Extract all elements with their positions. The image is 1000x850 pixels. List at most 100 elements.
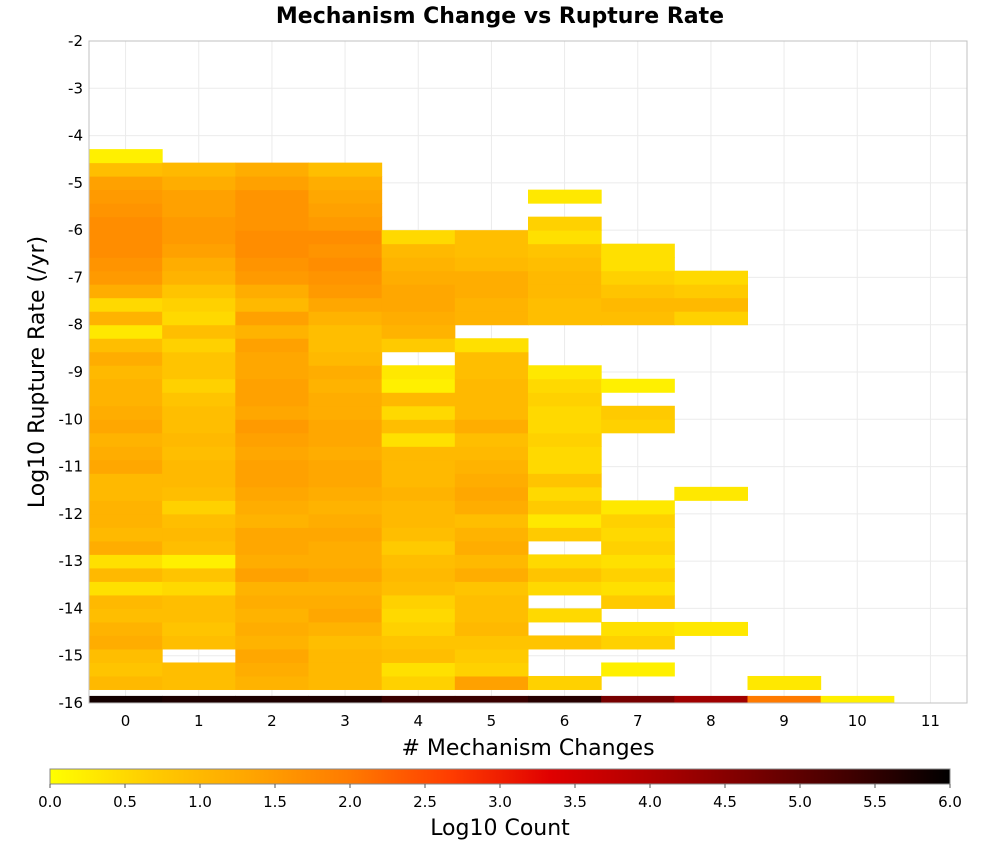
heatmap-cell [381, 675, 456, 690]
heatmap-cell [308, 311, 383, 326]
heatmap-cell [308, 648, 383, 663]
heatmap-cell [381, 230, 456, 245]
heatmap-cell [381, 500, 456, 515]
heatmap-cell [601, 527, 675, 542]
x-tick-label: 3 [340, 712, 350, 730]
heatmap-cell [601, 621, 675, 636]
x-tick-label: 6 [560, 712, 570, 730]
heatmap-cell [381, 270, 456, 285]
heatmap-cell [89, 621, 163, 636]
heatmap-cell [235, 527, 309, 542]
heatmap-cell [89, 695, 163, 704]
heatmap-cell [601, 581, 675, 596]
colorbar-tick-label: 0.0 [38, 793, 62, 811]
heatmap-cell [308, 581, 383, 596]
heatmap-cell [308, 419, 383, 434]
heatmap-cell [89, 419, 163, 434]
heatmap-cell [381, 540, 456, 555]
heatmap-cell [235, 648, 309, 663]
heatmap-cell [162, 513, 236, 528]
heatmap-cell [162, 486, 236, 501]
x-tick-label: 10 [848, 712, 867, 730]
heatmap-cell [381, 662, 456, 677]
y-axis-label: Log10 Rupture Rate (/yr) [25, 236, 50, 508]
heatmap-cell [235, 324, 309, 339]
heatmap-cell [528, 500, 602, 515]
heatmap-cell [308, 540, 383, 555]
heatmap-cell [381, 446, 456, 461]
heatmap-cell [162, 365, 236, 380]
heatmap-cell [528, 608, 602, 623]
colorbar-tick-label: 2.0 [338, 793, 362, 811]
heatmap-cell [601, 513, 675, 528]
heatmap-cell [601, 635, 675, 650]
colorbar [49, 768, 951, 785]
heatmap-cell [381, 338, 456, 353]
heatmap-cell [528, 695, 602, 704]
heatmap-cell [235, 432, 309, 447]
heatmap-cell [235, 513, 309, 528]
heatmap-cell [235, 500, 309, 515]
heatmap-cell [601, 257, 675, 272]
heatmap-cell [162, 257, 236, 272]
heatmap-cell [89, 365, 163, 380]
heatmap-cell [381, 365, 456, 380]
heatmap-cell [308, 608, 383, 623]
heatmap-cell [308, 162, 383, 177]
heatmap-cell [454, 392, 529, 407]
heatmap-cell [162, 540, 236, 555]
heatmap-cell [89, 432, 163, 447]
heatmap-cell [89, 567, 163, 582]
heatmap-cell [454, 594, 529, 609]
heatmap-cell [235, 540, 309, 555]
heatmap-cell [89, 635, 163, 650]
heatmap-cell [308, 635, 383, 650]
heatmap-cell [674, 270, 748, 285]
heatmap-cell [381, 648, 456, 663]
heatmap-cell [381, 473, 456, 488]
heatmap-cell [381, 405, 456, 420]
heatmap-cell [528, 419, 602, 434]
heatmap-cell [454, 608, 529, 623]
y-tick-label: -7 [68, 268, 83, 286]
heatmap-cell [528, 297, 602, 312]
heatmap-cell [235, 270, 309, 285]
heatmap-cell [454, 378, 529, 393]
heatmap-cell [454, 635, 529, 650]
heatmap-cell [454, 243, 529, 258]
colorbar-tick-label: 5.5 [863, 793, 887, 811]
colorbar-tick-label: 1.0 [188, 793, 212, 811]
colorbar-tick-label: 4.5 [713, 793, 737, 811]
heatmap-cell [89, 176, 163, 191]
heatmap-cell [308, 365, 383, 380]
heatmap-cell [89, 675, 163, 690]
heatmap-cell [674, 311, 748, 326]
heatmap-cell [162, 203, 236, 218]
y-tick-label: -5 [68, 174, 83, 192]
heatmap-cell [601, 567, 675, 582]
heatmap-cell [308, 230, 383, 245]
heatmap-cell [235, 378, 309, 393]
heatmap-cell [601, 270, 675, 285]
heatmap-cell [308, 324, 383, 339]
heatmap-cell [308, 473, 383, 488]
heatmap-cell [162, 695, 236, 704]
heatmap-cell [454, 486, 529, 501]
heatmap-cell [601, 297, 675, 312]
heatmap-cell [89, 216, 163, 231]
heatmap-cell [162, 378, 236, 393]
heatmap-cell [528, 527, 602, 542]
heatmap-cell [454, 284, 529, 299]
x-tick-label: 0 [121, 712, 131, 730]
x-tick-label: 7 [633, 712, 643, 730]
y-tick-label: -6 [68, 221, 83, 239]
heatmap-cell [308, 567, 383, 582]
heatmap-cell [454, 695, 529, 704]
plot-frame [88, 40, 968, 704]
heatmap-cell [235, 635, 309, 650]
heatmap-cell [381, 567, 456, 582]
heatmap-cell [308, 513, 383, 528]
heatmap-cell [308, 297, 383, 312]
heatmap-cell [308, 662, 383, 677]
heatmap-cell [89, 581, 163, 596]
